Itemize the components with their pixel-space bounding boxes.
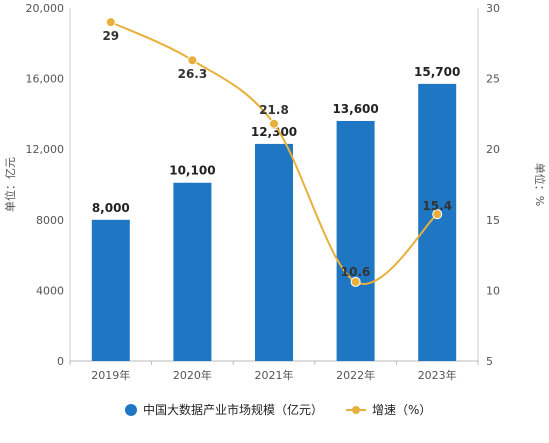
bar [173,182,212,361]
y-left-axis-title: 单位：亿元 [3,157,17,212]
growth-rate-point [187,55,198,66]
bar-value-label: 12,300 [251,125,297,139]
y-left-tick-label: 16,000 [26,73,65,86]
growth-rate-point [350,276,361,287]
legend-bar-label: 中国大数据产业市场规模（亿元） [143,402,323,417]
y-right-tick-label: 15 [486,214,500,227]
x-tick-label: 2019年 [91,368,130,382]
x-tick-label: 2023年 [418,368,457,382]
growth-rate-label: 26.3 [178,67,208,81]
growth-rate-label: 21.8 [259,103,289,117]
growth-rate-point [105,17,116,28]
y-left-tick-label: 4000 [36,284,64,297]
x-tick-label: 2022年 [336,368,375,382]
bar-value-label: 10,100 [169,164,215,178]
growth-rate-point [269,118,279,129]
y-left-tick-label: 20,000 [26,2,65,15]
y-left-tick-label: 8000 [36,214,64,227]
y-right-axis-title: 单位：% [533,163,547,206]
y-right-tick-label: 30 [486,2,500,15]
bar-value-label: 15,700 [414,65,460,79]
y-right-tick-label: 20 [486,143,500,156]
y-left-tick-label: 12,000 [26,143,65,156]
bar-value-label: 8,000 [92,201,130,215]
growth-rate-point [432,209,443,220]
legend-bar-marker [125,404,137,416]
legend-line-dot [352,406,360,414]
y-left-tick-label: 0 [57,355,64,368]
growth-rate-line [110,21,438,285]
growth-rate-label: 29 [102,29,119,43]
bar [418,83,457,362]
x-tick-label: 2020年 [173,368,212,382]
growth-rate-label: 15.4 [422,199,452,213]
bar [336,120,375,362]
bar-value-label: 13,600 [332,102,378,116]
y-right-tick-label: 25 [486,73,500,86]
growth-rate-label: 10.6 [341,265,371,279]
bar [91,219,130,361]
y-right-tick-label: 10 [486,284,500,297]
x-tick-label: 2021年 [255,368,294,382]
bar [255,143,293,361]
legend-line-label: 增速（%） [372,403,431,417]
y-right-tick-label: 5 [486,355,493,368]
